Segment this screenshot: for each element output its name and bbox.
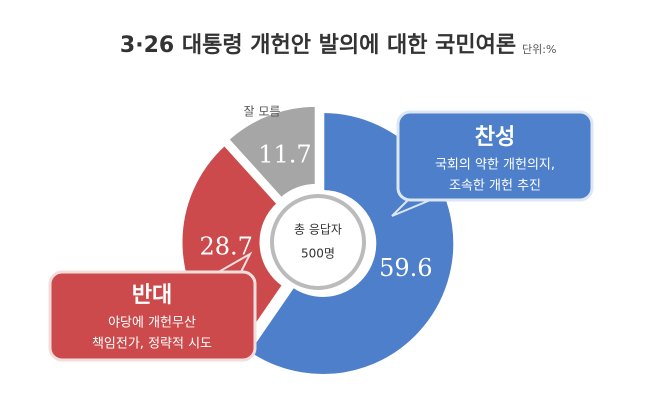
donut-segment [225,103,318,201]
callout-text: 야당에 개헌무산 [108,316,196,331]
callout-title: 반대 [132,283,172,308]
center-label: 총 응답자 [294,223,342,237]
category-label: 잘 모름 [244,105,281,119]
callout-text: 책임전가, 정략적 시도 [92,337,212,352]
value-label: 11.7 [258,141,311,169]
chart-title: 3·26 대통령 개헌안 발의에 대한 국민여론 [120,33,516,58]
callout-box [48,270,257,362]
value-label: 28.7 [199,233,252,261]
center-label: 500명 [301,247,335,261]
center-circle [270,194,366,290]
callout-text: 조속한 개헌 추진 [449,179,541,194]
unit-label: 단위:% [522,43,556,56]
value-label: 59.6 [379,254,432,282]
callout-title: 찬성 [475,125,515,150]
callout-box [396,110,594,202]
callout-text: 국회의 약한 개헌의지, [435,158,555,173]
